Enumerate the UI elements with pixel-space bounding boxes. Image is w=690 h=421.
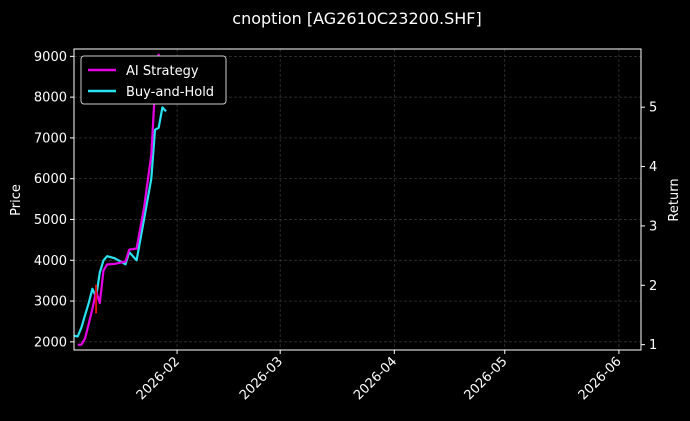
y-left-tick-label: 8000 [34, 91, 67, 106]
y-left-tick-label: 5000 [34, 213, 67, 228]
y-right-tick-label: 5 [649, 101, 657, 116]
series-layer [73, 53, 167, 346]
legend-label-buy-and-hold: Buy-and-Hold [126, 85, 214, 100]
y-right-tick-label: 4 [649, 160, 657, 175]
y-right-tick-label: 2 [649, 279, 657, 294]
x-tick-label: 2026-03 [237, 354, 286, 403]
x-tick-label: 2026-04 [351, 354, 400, 403]
x-tick-label: 2026-05 [462, 354, 511, 403]
y-left-tick-label: 9000 [34, 50, 67, 65]
y-left-tick-label: 4000 [34, 254, 67, 269]
legend: AI Strategy Buy-and-Hold [80, 55, 227, 105]
y-left-tick-label: 6000 [34, 172, 67, 187]
plot-frame [73, 48, 642, 351]
y-right-tick-label: 3 [649, 219, 657, 234]
series-line-ai-strategy [77, 53, 160, 346]
y-left-tick-label: 2000 [34, 335, 67, 350]
chart-title: cnoption [AG2610C23200.SHF] [232, 9, 481, 28]
y-axis-label-right: Return [667, 178, 682, 221]
y-left-tick-label: 3000 [34, 295, 67, 310]
series-line-buy-and-hold [73, 106, 167, 338]
y-axis-label-left: Price [9, 184, 24, 216]
y-right-tick-label: 1 [649, 338, 657, 353]
y-left-tick-label: 7000 [34, 131, 67, 146]
x-tick-label: 2026-06 [576, 354, 625, 403]
x-tick-label: 2026-02 [134, 354, 183, 403]
legend-label-ai-strategy: AI Strategy [126, 64, 199, 79]
legend-box [80, 55, 227, 105]
grid [74, 49, 641, 350]
